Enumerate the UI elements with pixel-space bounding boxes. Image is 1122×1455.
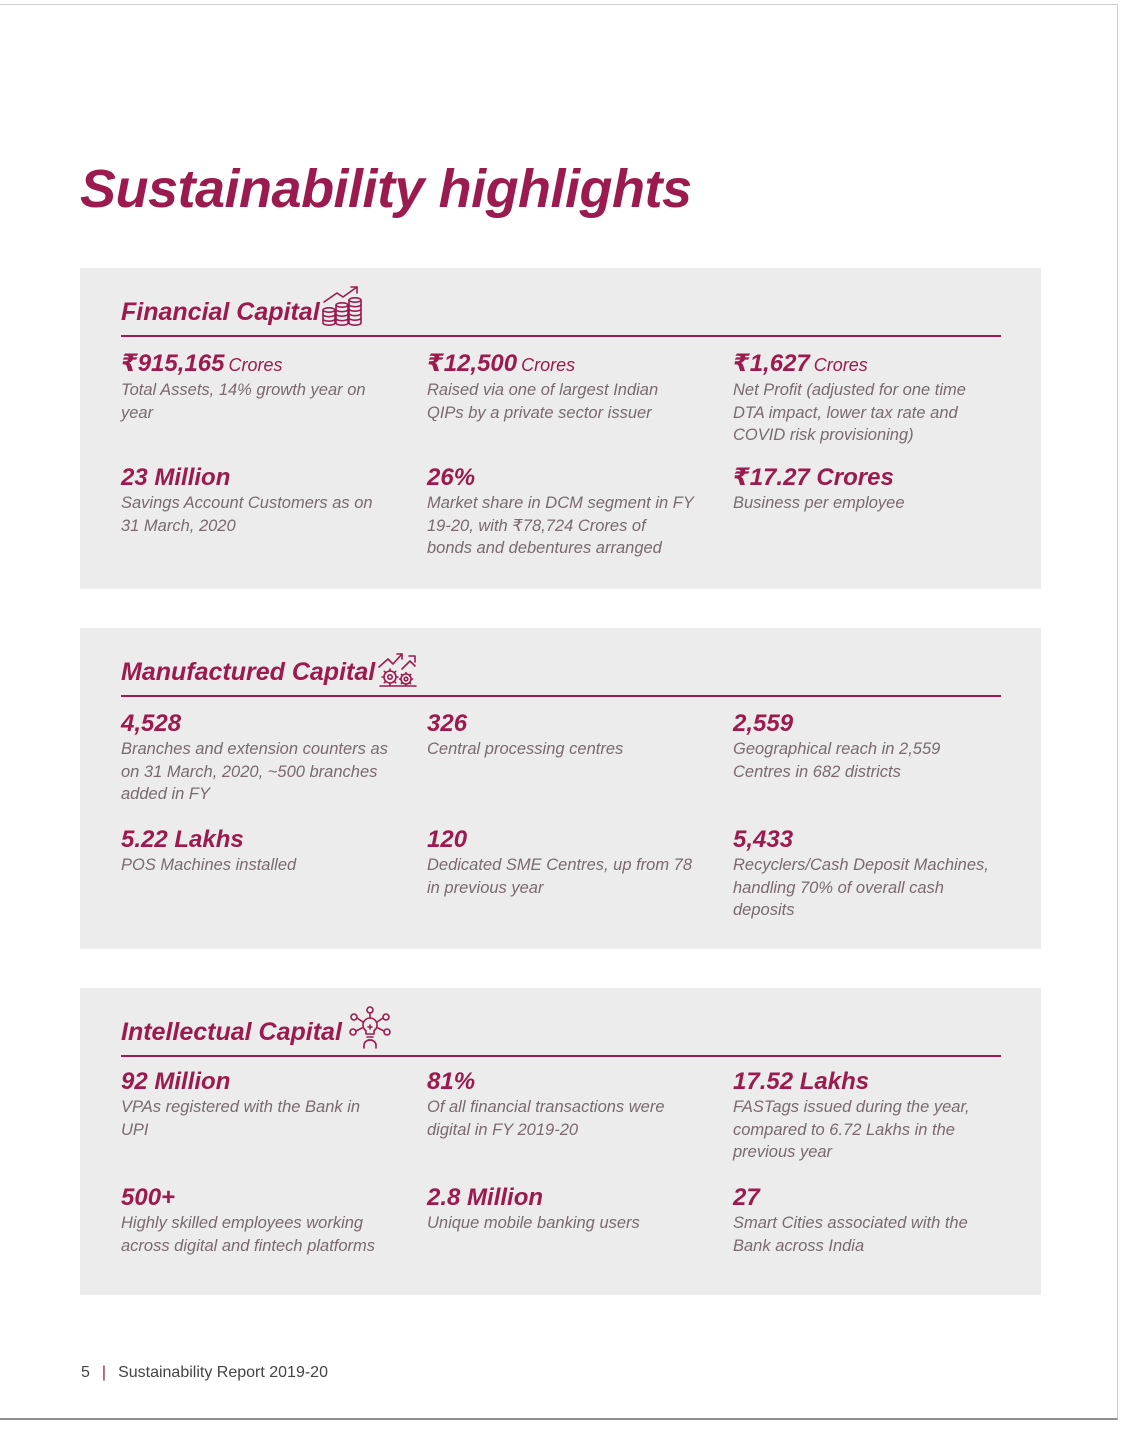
metric-item: 5.22 Lakhs POS Machines installed — [121, 826, 389, 877]
metric-item: ₹915,165 Crores Total Assets, 14% growth … — [121, 350, 389, 424]
metric-description: Unique mobile banking users — [427, 1214, 640, 1232]
metric-item: 4,528 Branches and extension counters as… — [121, 710, 389, 806]
metric-item: 17.52 Lakhs FASTags issued during the ye… — [733, 1068, 1001, 1164]
metric-value: ₹12,500 Crores — [427, 350, 576, 377]
metric-item: 2.8 Million Unique mobile banking users — [427, 1184, 695, 1235]
metric-item: 23 Million Savings Account Customers as … — [121, 464, 389, 537]
page-frame — [0, 4, 1118, 1420]
metric-item: 500+ Highly skilled employees working ac… — [121, 1184, 389, 1257]
metric-description: Recyclers/Cash Deposit Machines, handlin… — [733, 856, 989, 920]
metric-value: 4,528 — [121, 710, 182, 737]
metric-item: ₹17.27 Crores Business per employee — [733, 464, 1001, 515]
metric-description: Geographical reach in 2,559 Centres in 6… — [733, 740, 941, 781]
metric-item: 5,433 Recyclers/Cash Deposit Machines, h… — [733, 826, 1001, 922]
metric-description: Total Assets, 14% growth year on year — [121, 381, 366, 422]
metric-item: 81% Of all financial transactions were d… — [427, 1068, 695, 1141]
gears-growth-icon — [378, 653, 417, 687]
metric-item: 326 Central processing centres — [427, 710, 695, 761]
metric-unit: Crores — [521, 355, 576, 375]
metric-value: 23 Million — [121, 464, 231, 491]
metric-value: 120 — [427, 826, 468, 853]
metric-description: Central processing centres — [427, 740, 624, 758]
metric-description: Net Profit (adjusted for one time DTA im… — [733, 381, 966, 445]
coins-growth-icon — [322, 286, 362, 326]
report-name: Sustainability Report 2019-20 — [118, 1364, 328, 1381]
panel-title: Manufactured Capital — [121, 658, 376, 686]
panel-header: Manufactured Capital — [121, 650, 1001, 697]
metric-unit: Crores — [813, 355, 868, 375]
metric-unit: Crores — [228, 355, 283, 375]
metric-item: 2,559 Geographical reach in 2,559 Centre… — [733, 710, 1001, 783]
metric-item: 27 Smart Cities associated with the Bank… — [733, 1184, 1001, 1257]
metric-value: 26% — [427, 464, 476, 491]
idea-network-icon — [349, 1006, 391, 1049]
metric-item: 120 Dedicated SME Centres, up from 78 in… — [427, 826, 695, 899]
metric-value: ₹915,165 Crores — [121, 350, 283, 377]
metric-item: 92 Million VPAs registered with the Bank… — [121, 1068, 389, 1141]
page-title: Sustainability highlights — [80, 159, 692, 219]
metric-value: ₹17.27 Crores — [733, 464, 894, 491]
metric-value: 81% — [427, 1068, 476, 1095]
metric-description: Highly skilled employees working across … — [121, 1214, 376, 1255]
panel-title: Financial Capital — [121, 298, 320, 326]
metric-description: POS Machines installed — [121, 856, 297, 874]
page-number: 5 — [81, 1364, 90, 1381]
metric-value: 27 — [733, 1184, 760, 1211]
metric-value: 92 Million — [121, 1068, 231, 1095]
metric-description: Branches and extension counters as on 31… — [121, 740, 388, 804]
page-footer: 5 | Sustainability Report 2019-20 — [81, 1364, 328, 1382]
metric-item: ₹1,627 Crores Net Profit (adjusted for on… — [733, 350, 1001, 447]
metric-description: Dedicated SME Centres, up from 78 in pre… — [427, 856, 693, 897]
metric-description: Of all financial transactions were digit… — [427, 1098, 665, 1139]
intellectual-capital-panel: Intellectual Capital 92 Million VPAs reg… — [80, 988, 1041, 1295]
metric-value: 2,559 — [733, 710, 794, 737]
metric-value: 5,433 — [733, 826, 794, 853]
metric-value: 17.52 Lakhs — [733, 1068, 870, 1095]
metric-description: Business per employee — [733, 494, 905, 512]
metric-description: Raised via one of largest Indian QIPs by… — [427, 381, 659, 422]
financial-capital-panel: Financial Capital ₹915,165 Crores Total A… — [80, 268, 1041, 589]
metric-description: VPAs registered with the Bank in UPI — [121, 1098, 361, 1139]
metric-value: 500+ — [121, 1184, 176, 1211]
metric-description: FASTags issued during the year, compared… — [733, 1098, 970, 1162]
panel-title: Intellectual Capital — [121, 1018, 342, 1046]
manufactured-capital-panel: Manufactured Capital 4,528 Branches and … — [80, 628, 1041, 949]
footer-separator: | — [101, 1364, 107, 1381]
metric-item: 26% Market share in DCM segment in FY 19… — [427, 464, 695, 560]
panel-header: Intellectual Capital — [121, 1006, 1001, 1057]
metric-item: ₹12,500 Crores Raised via one of largest … — [427, 350, 695, 424]
panel-header: Financial Capital — [121, 286, 1001, 337]
metric-description: Market share in DCM segment in FY 19-20,… — [427, 494, 694, 558]
metric-description: Savings Account Customers as on 31 March… — [121, 494, 373, 535]
metric-value: 2.8 Million — [427, 1184, 544, 1211]
metric-description: Smart Cities associated with the Bank ac… — [733, 1214, 968, 1255]
metric-value: 326 — [427, 710, 468, 737]
metric-value: 5.22 Lakhs — [121, 826, 244, 853]
metric-value: ₹1,627 Crores — [733, 350, 868, 377]
